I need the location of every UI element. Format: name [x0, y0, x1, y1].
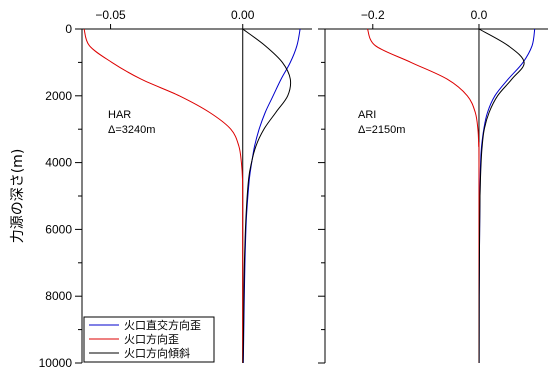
- series-line: [478, 28, 525, 364]
- axis-ticks: −0.2 0.0: [318, 8, 488, 364]
- y-tick-label: 8000: [45, 289, 72, 303]
- distance-label: Δ=2150m: [358, 124, 405, 136]
- panel-label: ARI: [358, 109, 376, 121]
- legend-entry: 火口方向歪: [124, 332, 179, 346]
- axis-ticks: −0.05 0.00 0 2000 4000 6000 8000 10000: [39, 8, 255, 370]
- series-lines: [367, 28, 536, 364]
- y-tick-label: 2000: [45, 89, 72, 103]
- x-tick-label: −0.2: [361, 8, 385, 22]
- legend: 火口直交方向歪 火口方向歪 火口方向傾斜: [83, 316, 215, 363]
- y-tick-label: 10000: [39, 356, 73, 370]
- panel-label: HAR: [108, 109, 131, 121]
- legend-entry: 火口方向傾斜: [124, 346, 190, 360]
- legend-entry: 火口直交方向歪: [124, 318, 201, 332]
- x-tick-label: 0.00: [231, 8, 255, 22]
- panel-ari: −0.2 0.0 ARI Δ=2150m: [318, 8, 548, 364]
- series-line: [478, 28, 536, 364]
- distance-label: Δ=3240m: [108, 124, 155, 136]
- panel-har: −0.05 0.00 0 2000 4000 6000 8000 10000 HAR Δ=32…: [39, 8, 312, 370]
- series-line: [83, 28, 244, 364]
- y-axis-title: 力源の深さ(m): [10, 149, 26, 244]
- x-tick-label: 0.0: [471, 8, 488, 22]
- series-lines: [83, 28, 301, 364]
- y-tick-label: 0: [65, 22, 72, 36]
- series-line: [242, 28, 301, 364]
- series-line: [242, 28, 292, 364]
- x-tick-label: −0.05: [95, 8, 126, 22]
- series-line: [367, 28, 480, 363]
- y-tick-label: 6000: [45, 222, 72, 236]
- y-tick-label: 4000: [45, 156, 72, 170]
